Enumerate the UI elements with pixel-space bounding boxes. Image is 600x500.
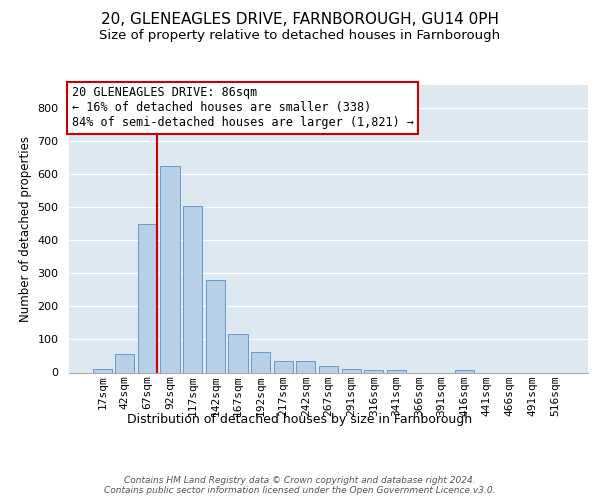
Bar xyxy=(115,354,134,372)
Text: Distribution of detached houses by size in Farnborough: Distribution of detached houses by size … xyxy=(127,412,473,426)
Bar xyxy=(296,361,316,372)
Bar xyxy=(206,280,225,372)
Text: 20, GLENEAGLES DRIVE, FARNBOROUGH, GU14 0PH: 20, GLENEAGLES DRIVE, FARNBOROUGH, GU14 … xyxy=(101,12,499,28)
Text: Contains HM Land Registry data © Crown copyright and database right 2024.
Contai: Contains HM Land Registry data © Crown c… xyxy=(104,476,496,495)
Bar xyxy=(138,224,157,372)
Bar xyxy=(274,361,293,372)
Text: Size of property relative to detached houses in Farnborough: Size of property relative to detached ho… xyxy=(100,29,500,42)
Bar xyxy=(92,368,112,372)
Y-axis label: Number of detached properties: Number of detached properties xyxy=(19,136,32,322)
Bar xyxy=(455,370,474,372)
Bar xyxy=(251,352,270,372)
Bar xyxy=(160,166,180,372)
Bar xyxy=(364,370,383,372)
Bar xyxy=(229,334,248,372)
Bar xyxy=(319,366,338,372)
Bar xyxy=(341,369,361,372)
Bar xyxy=(387,370,406,372)
Text: 20 GLENEAGLES DRIVE: 86sqm
← 16% of detached houses are smaller (338)
84% of sem: 20 GLENEAGLES DRIVE: 86sqm ← 16% of deta… xyxy=(71,86,413,130)
Bar xyxy=(183,206,202,372)
